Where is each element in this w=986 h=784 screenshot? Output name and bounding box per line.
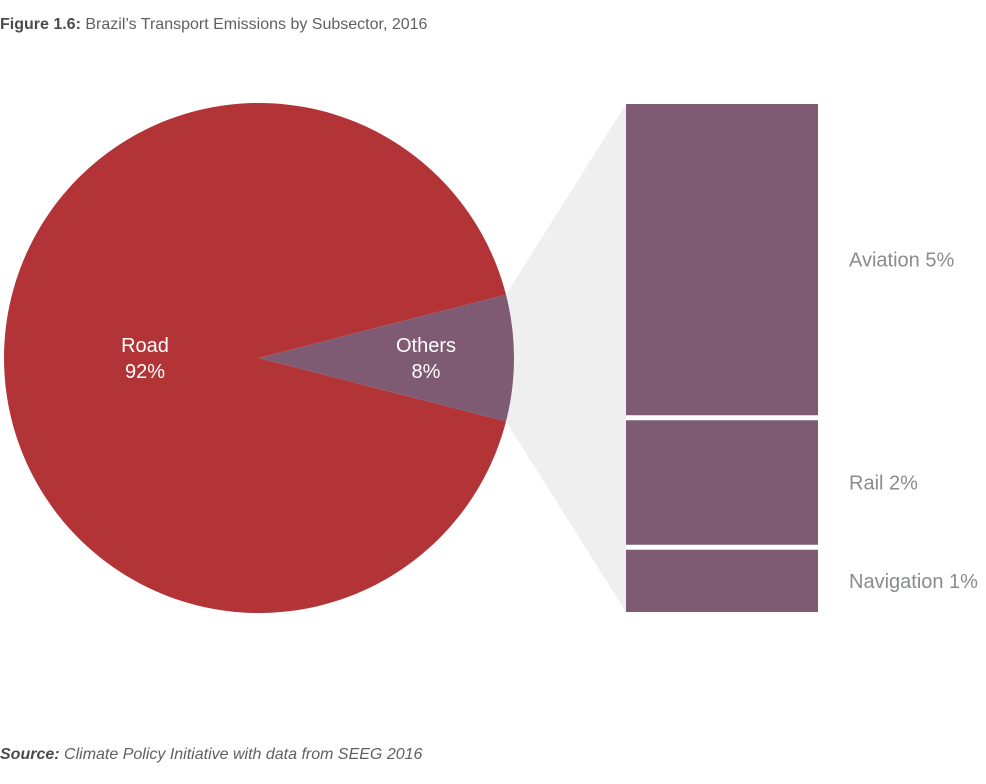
bar-segment-aviation [626, 104, 818, 416]
bar-layer [626, 104, 818, 612]
bar-label-rail: Rail 2% [849, 473, 918, 495]
figure-title: Figure 1.6: Brazil’s Transport Emissions… [0, 16, 427, 34]
connector-band [505, 104, 626, 612]
bar-label-navigation: Navigation 1% [849, 571, 978, 593]
figure-title-text: Brazil’s Transport Emissions by Subsecto… [85, 16, 428, 33]
bar-segment-navigation [626, 549, 818, 612]
figure-source-text: Climate Policy Initiative with data from… [64, 746, 423, 763]
pie-slice-others [259, 294, 515, 422]
bar-label-aviation: Aviation 5% [849, 250, 954, 272]
figure-source-prefix: Source: [0, 746, 60, 763]
pie-value-others: 8% [412, 361, 441, 383]
pie-value-road: 92% [125, 361, 165, 383]
figure-source: Source: Climate Policy Initiative with d… [0, 746, 422, 764]
pie-layer [4, 102, 515, 613]
connector-layer [505, 104, 626, 612]
label-layer: Road 92% Others 8% Aviation 5% Rail 2% Navigat… [121, 250, 978, 593]
pie-slice-road [4, 102, 506, 613]
pie-label-others: Others [396, 335, 456, 357]
bar-segment-rail [626, 420, 818, 545]
figure-title-prefix: Figure 1.6: [0, 16, 81, 33]
pie-label-road: Road [121, 335, 169, 357]
